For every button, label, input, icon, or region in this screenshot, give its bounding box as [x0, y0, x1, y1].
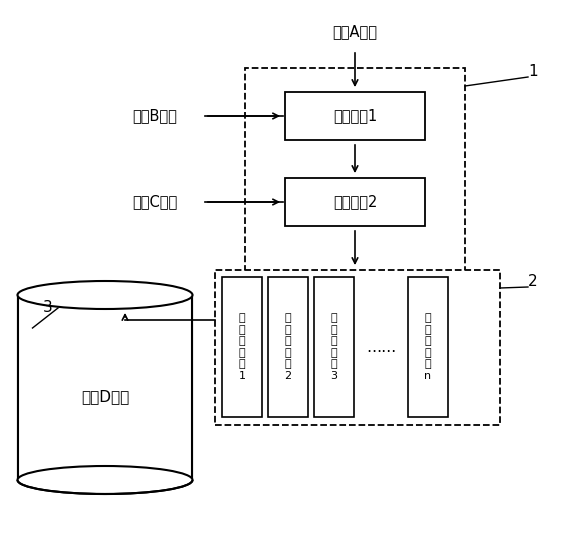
Ellipse shape — [18, 281, 192, 309]
Bar — [18, 295, 192, 480]
Bar — [314, 277, 354, 417]
Text: 3: 3 — [43, 300, 53, 315]
Text: ……: …… — [366, 340, 396, 354]
Bar — [285, 178, 425, 226]
Text: 物料B溶液: 物料B溶液 — [133, 109, 178, 124]
Text: 微
反
应
通
道
n: 微 反 应 通 道 n — [424, 313, 431, 381]
Text: 物料A溶液: 物料A溶液 — [332, 24, 377, 39]
Text: 1: 1 — [528, 64, 538, 79]
Bar — [215, 270, 500, 425]
Text: 微
反
应
通
道
2: 微 反 应 通 道 2 — [284, 313, 291, 381]
Ellipse shape — [18, 466, 192, 494]
Text: 微
反
应
通
道
1: 微 反 应 通 道 1 — [238, 313, 245, 381]
Bar — [222, 277, 262, 417]
Text: 2: 2 — [528, 274, 538, 289]
Bar — [408, 277, 448, 417]
Text: 微混合器1: 微混合器1 — [333, 109, 377, 124]
Bar — [268, 277, 308, 417]
Bar — [245, 68, 465, 273]
Text: 微混合器2: 微混合器2 — [333, 194, 377, 210]
Text: 微
反
应
通
道
3: 微 反 应 通 道 3 — [331, 313, 337, 381]
Text: 物料D溶液: 物料D溶液 — [81, 389, 129, 404]
Bar — [285, 92, 425, 140]
Text: 物料C溶液: 物料C溶液 — [133, 194, 178, 210]
